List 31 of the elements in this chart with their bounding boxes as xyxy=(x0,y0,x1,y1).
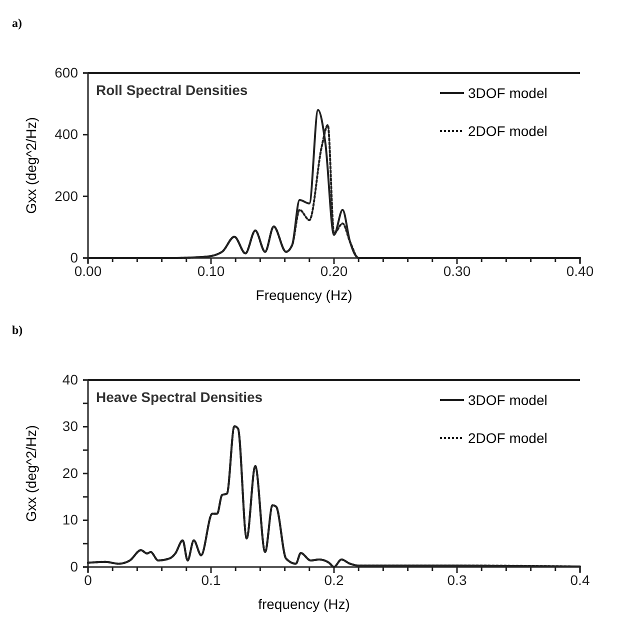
y-tick-label: 0 xyxy=(70,249,78,266)
x-tick-label: 0.3 xyxy=(447,572,467,588)
x-tick-label: 0.00 xyxy=(74,262,102,279)
text: Roll Spectral Densities xyxy=(96,82,248,98)
y-tick-label: 10 xyxy=(62,512,78,528)
text: b) xyxy=(12,323,23,337)
y-tick-label: 600 xyxy=(54,64,78,80)
x-tick-label: 0.30 xyxy=(443,262,471,279)
y-axis-title: Gxx (deg^2/Hz) xyxy=(23,425,39,522)
legend-label: 3DOF model xyxy=(468,392,548,408)
x-tick-label: 0.2 xyxy=(324,572,344,588)
x-tick-label: 0.40 xyxy=(566,262,594,279)
y-tick-label: 30 xyxy=(62,418,78,434)
legend-label: 2DOF model xyxy=(468,430,548,446)
x-tick-label: 0.10 xyxy=(197,262,225,279)
y-tick-label: 20 xyxy=(62,464,78,481)
x-tick-label: 0.20 xyxy=(320,262,348,279)
y-tick-label: 0 xyxy=(70,558,78,574)
y-tick-label: 400 xyxy=(54,126,78,142)
y-tick-label: 40 xyxy=(62,371,78,388)
text: Heave Spectral Densities xyxy=(96,389,263,405)
x-axis-title: frequency (Hz) xyxy=(258,596,350,612)
text: a) xyxy=(12,16,22,30)
x-axis-title: Frequency (Hz) xyxy=(256,287,352,303)
x-tick-label: 0.4 xyxy=(570,572,590,588)
y-tick-label: 200 xyxy=(54,188,78,204)
x-tick-label: 0.1 xyxy=(201,572,221,588)
legend-label: 2DOF model xyxy=(468,123,548,139)
y-axis-title: Gxx (deg^2/Hz) xyxy=(23,117,39,214)
x-tick-label: 0 xyxy=(84,572,92,588)
legend-label: 3DOF model xyxy=(468,85,548,101)
